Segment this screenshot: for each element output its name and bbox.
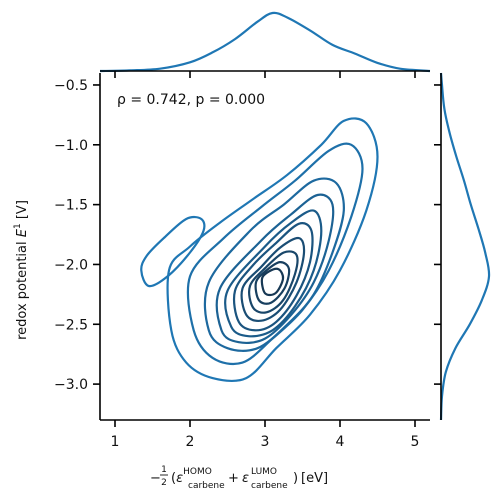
y-tick-label-1: −1.0 (54, 138, 88, 154)
contour-level-3-2 (203, 177, 345, 352)
y-axis-title-unit: [V] (15, 200, 30, 223)
x-axis-title-unit: [eV] (301, 471, 328, 486)
x-tick-label-3: 3 (261, 434, 270, 450)
x-axis-title-eps1: ε (176, 471, 183, 486)
x-tick-label-1: 1 (111, 434, 120, 450)
x-axis-title-sub1: carbene (188, 481, 225, 491)
y-tick-label-0: −0.5 (54, 78, 88, 94)
x-axis-title-sub2: carbene (251, 481, 288, 491)
contour-level-10-9 (260, 267, 285, 297)
x-axis-title-minus: − (150, 471, 161, 486)
y-tick-label-3: −2.0 (54, 257, 88, 273)
contour-level-1-10 (140, 215, 206, 288)
x-tick-label-5: 5 (411, 434, 420, 450)
contour-level-4-3 (215, 193, 335, 344)
y-axis-title-var: E (15, 228, 30, 237)
y-tick-label-5: −3.0 (54, 377, 88, 393)
contour-level-2-1 (186, 142, 364, 366)
x-axis-title: − 1 2 (εHOMO carbene + ε LUMO carbene ) … (150, 465, 328, 491)
contour-level-8-7 (248, 250, 299, 314)
y-tick-label-4: −2.5 (54, 317, 88, 333)
x-tick-label-4: 4 (336, 434, 345, 450)
y-axis-title-sup: 1 (13, 223, 23, 229)
contour-level-6-5 (232, 222, 314, 332)
axes: 1 2 3 4 5 −0.5 −1.0 −1.5 −2.0 −2.5 −3.0 (54, 70, 442, 450)
marginal-x-panel (99, 11, 431, 73)
x-axis-title-frac-num: 1 (161, 465, 167, 475)
x-axis-title-frac-den: 2 (161, 478, 167, 488)
correlation-annotation: ρ = 0.742, p = 0.000 (117, 92, 265, 108)
x-axis-title-sup1: HOMO (183, 467, 212, 477)
x-axis-title-eps2: ε (242, 471, 249, 486)
contour-level-9-8 (254, 261, 291, 305)
x-axis-title-close: ) (293, 471, 298, 486)
contour-level-7-6 (240, 236, 306, 322)
contour-level-1-0 (166, 117, 379, 383)
contour-level-5-4 (224, 209, 323, 338)
y-tick-label-2: −1.5 (54, 198, 88, 214)
y-axis-title-text: redox potential (15, 237, 30, 340)
marginal-y-panel (439, 72, 491, 421)
y-axis-title: redox potential E1 [V] (13, 200, 30, 340)
marginal-y-kde-line (439, 72, 491, 421)
x-axis-title-plus: + (228, 471, 239, 486)
marginal-x-kde-line (99, 11, 431, 73)
x-tick-label-2: 2 (186, 434, 195, 450)
x-axis-title-sup2: LUMO (251, 467, 277, 477)
main-plot-area (140, 117, 379, 383)
